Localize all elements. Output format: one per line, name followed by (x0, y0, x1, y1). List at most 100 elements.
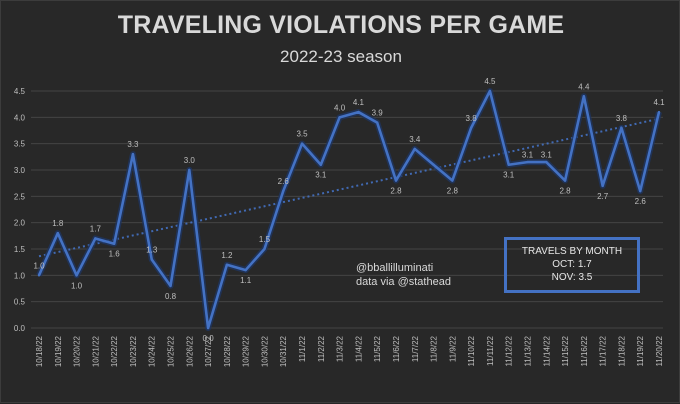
data-point (206, 326, 210, 330)
data-point (56, 232, 59, 235)
x-tick-label: 10/19/22 (54, 335, 63, 367)
data-label: 3.3 (127, 140, 139, 149)
data-point (375, 121, 379, 124)
x-tick-label: 10/28/22 (223, 335, 232, 367)
x-tick-label: 11/15/22 (561, 335, 570, 366)
data-point (150, 258, 153, 261)
data-label: 1.1 (240, 276, 252, 285)
data-label: 0.8 (165, 292, 177, 301)
data-point (545, 160, 548, 164)
monthly-summary-box: TRAVELS BY MONTH OCT: 1.7 NOV: 3.5 (504, 237, 640, 293)
data-point (620, 126, 623, 130)
data-label: 1.2 (221, 251, 233, 260)
data-point (282, 189, 285, 193)
data-label: 3.1 (522, 151, 534, 160)
data-series (36, 88, 662, 331)
x-tick-label: 10/20/22 (73, 335, 82, 367)
data-label: 1.0 (71, 281, 83, 290)
x-tick-label: 11/16/22 (580, 335, 589, 366)
summary-nov: NOV: 3.5 (551, 272, 593, 283)
data-point (244, 268, 247, 272)
data-label: 4.4 (578, 82, 590, 91)
data-label: 1.7 (90, 224, 102, 233)
x-tick-label: 11/19/22 (636, 335, 645, 366)
x-tick-label: 10/31/22 (279, 335, 288, 367)
data-label: 4.1 (653, 98, 665, 107)
data-label: 3.8 (466, 114, 478, 123)
data-point (94, 237, 97, 240)
data-point (338, 116, 341, 119)
y-tick-label: 1.5 (14, 245, 26, 254)
data-point (582, 95, 586, 98)
x-tick-label: 11/17/22 (599, 335, 608, 366)
x-tick-label: 11/18/22 (617, 335, 626, 366)
x-tick-label: 11/10/22 (467, 335, 476, 366)
trendline (38, 117, 660, 258)
data-label: 1.6 (109, 250, 121, 259)
x-tick-label: 11/2/22 (317, 335, 326, 362)
data-label: 2.6 (635, 197, 647, 206)
x-tick-label: 10/26/22 (185, 335, 194, 367)
x-tick-label: 10/30/22 (260, 335, 269, 367)
data-point (563, 179, 567, 182)
x-tick-label: 11/13/22 (523, 335, 532, 366)
x-tick-label: 11/20/22 (655, 335, 664, 366)
credits-note: @bballilluminati data via @stathead (356, 261, 516, 289)
summary-oct: OCT: 1.7 (552, 259, 592, 270)
data-label: 4.1 (353, 98, 365, 107)
x-tick-label: 11/8/22 (430, 335, 439, 362)
handle-text: @bballilluminati (356, 262, 434, 274)
data-point (131, 153, 135, 156)
data-label: 3.1 (315, 171, 327, 180)
data-point (37, 274, 41, 277)
data-point (451, 179, 454, 182)
data-label: 3.8 (616, 114, 628, 123)
x-axis: 10/18/22 10/19/22 10/20/22 10/21/22 10/22/22… (35, 335, 664, 367)
x-tick-label: 11/11/22 (486, 335, 495, 366)
trend-line (38, 117, 660, 258)
data-point (319, 163, 323, 166)
data-point (357, 110, 360, 114)
x-tick-label: 10/27/22 (204, 335, 213, 367)
data-label: 1.3 (146, 246, 158, 255)
x-tick-label: 10/25/22 (167, 335, 176, 367)
data-label: 3.4 (409, 135, 421, 144)
y-tick-label: 4.5 (14, 87, 26, 96)
data-point (488, 89, 492, 93)
data-label: 3.0 (184, 156, 196, 165)
source-text: data via @stathead (356, 276, 451, 288)
x-tick-label: 11/14/22 (542, 335, 551, 366)
y-tick-label: 2.5 (14, 192, 26, 201)
data-point (300, 142, 304, 145)
y-tick-label: 2.0 (14, 219, 26, 228)
data-point (657, 110, 661, 114)
data-point (639, 189, 642, 193)
y-tick-label: 0.5 (14, 298, 26, 307)
chart-title: TRAVELING VIOLATIONS PER GAME (117, 11, 565, 39)
data-label: 3.1 (503, 171, 515, 180)
x-tick-label: 10/23/22 (129, 335, 138, 367)
data-point (601, 184, 604, 187)
data-point (507, 163, 510, 166)
gridlines (31, 90, 663, 329)
data-point (394, 179, 398, 182)
data-point (112, 242, 116, 245)
data-label: 2.8 (447, 187, 459, 196)
y-tick-label: 3.0 (14, 166, 26, 175)
data-label: 0.0 (203, 334, 215, 343)
data-point (526, 160, 529, 164)
data-point (75, 274, 78, 277)
x-tick-label: 10/24/22 (148, 335, 157, 367)
data-point (469, 126, 473, 130)
x-tick-label: 11/5/22 (373, 335, 382, 362)
data-point (432, 163, 435, 166)
data-label: 3.1 (541, 151, 553, 160)
data-point (263, 247, 266, 251)
data-label: 3.9 (372, 109, 384, 118)
data-point (188, 168, 191, 172)
x-tick-label: 10/21/22 (91, 335, 100, 367)
x-tick-label: 11/12/22 (505, 335, 514, 366)
y-tick-label: 4.0 (14, 113, 26, 122)
